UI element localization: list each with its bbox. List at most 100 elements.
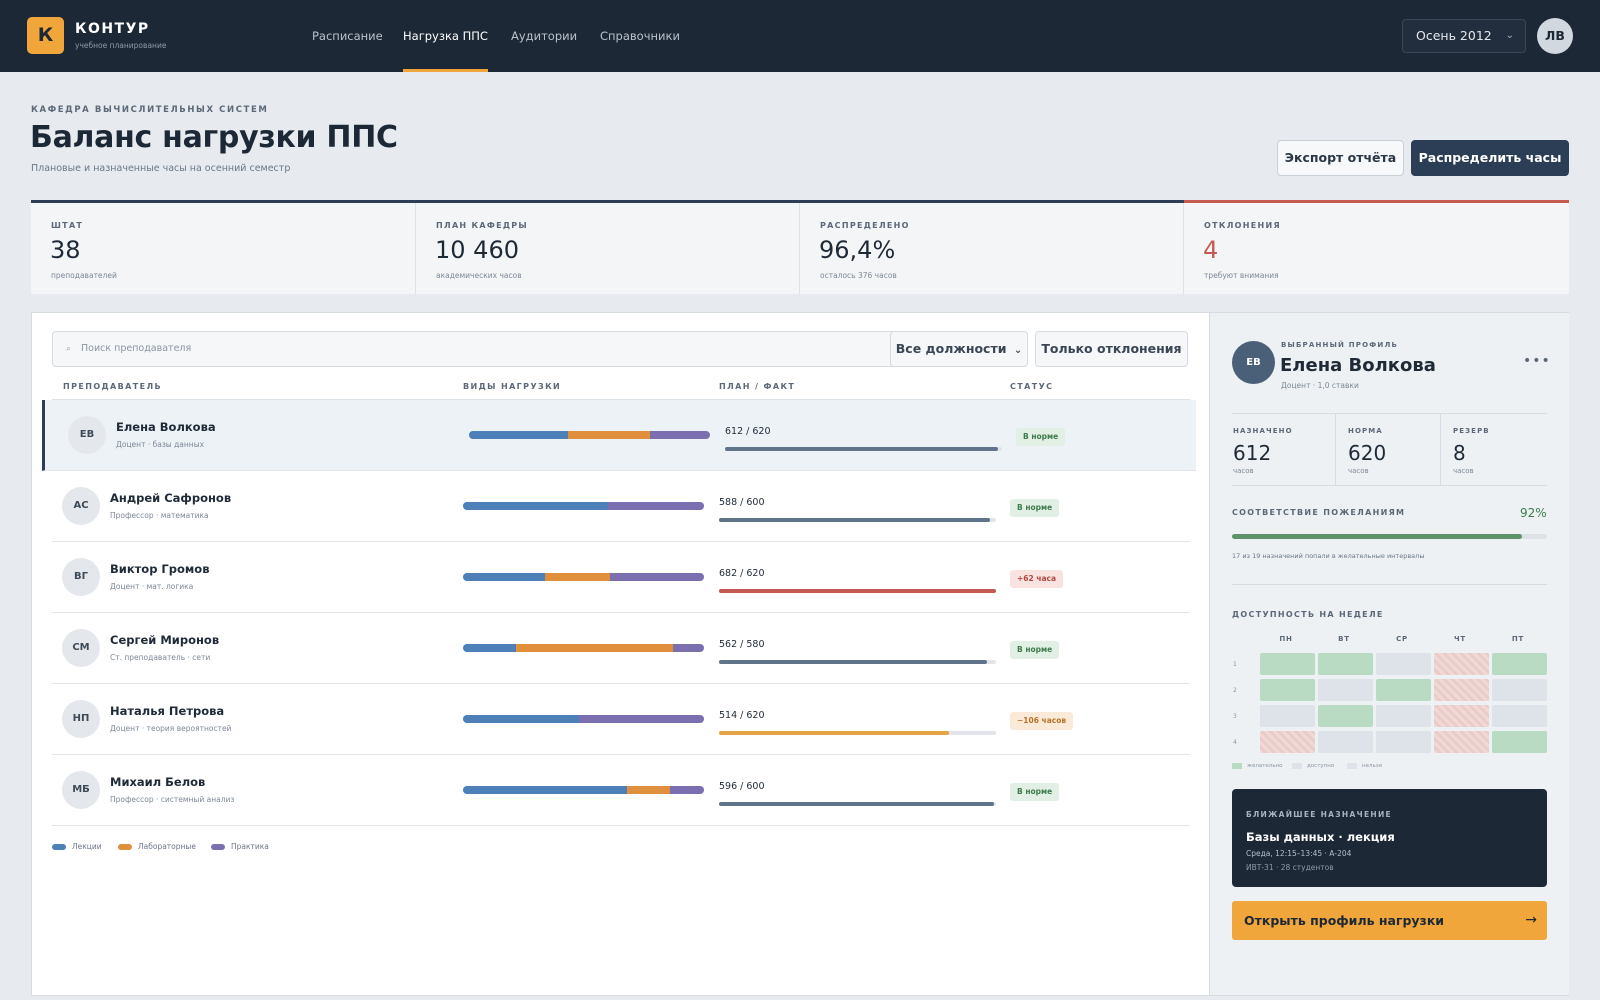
lab-segment [626,786,671,794]
teacher-role: Профессор · системный анализ [110,795,235,804]
plan-fact-fill [725,447,999,451]
stat-sub: часов [1233,467,1254,475]
practice-segment [672,644,704,652]
teacher-avatar: ЕВ [68,416,106,454]
preference-match-label: СООТВЕТСТВИЕ ПОЖЕЛАНИЯМ [1232,508,1406,517]
deviation-accent-line [1184,200,1569,203]
practice-swatch [211,843,225,850]
legend-label: Лекции [72,842,102,851]
unavailable-swatch [1347,763,1357,769]
next-assignment-group: ИВТ-31 · 28 студентов [1246,863,1334,872]
availability-cell-avail[interactable] [1376,653,1431,675]
slot-number: 1 [1233,661,1237,668]
kpi-sub: требуют внимания [1204,271,1279,280]
more-icon[interactable]: ••• [1523,353,1551,369]
app-logo[interactable]: К [27,17,64,54]
stat-value: 612 [1233,441,1272,465]
nav-workload[interactable]: Нагрузка ППС [403,0,488,72]
next-assignment-card: БЛИЖАЙШЕЕ НАЗНАЧЕНИЕ Базы данных · лекци… [1232,789,1547,887]
slot-number: 3 [1233,713,1237,720]
availability-cell-no[interactable] [1434,653,1489,675]
availability-cell-avail[interactable] [1260,705,1315,727]
open-workload-profile-label: Открыть профиль нагрузки [1244,913,1445,928]
distribute-hours-button[interactable]: Распределить часы [1411,140,1569,176]
position-filter-select[interactable]: Все должности ⌄ [890,331,1028,367]
teacher-avatar: АС [62,487,100,525]
stat-assigned: НАЗНАЧЕНО 612 часов [1232,414,1336,486]
slot-number: 4 [1233,739,1237,746]
kpi-row: ШТАТ 38 преподавателей ПЛАН КАФЕДРЫ 10 4… [31,200,1569,294]
kpi-staff: ШТАТ 38 преподавателей [31,203,416,294]
teacher-role: Доцент · теория вероятностей [110,724,232,733]
search-input[interactable]: ⌕ Поиск преподавателя [52,331,914,367]
teacher-name: Андрей Сафронов [110,491,232,505]
availability-cell-avail[interactable] [1318,731,1373,753]
plan-fact-value: 514 / 620 [719,710,765,721]
availability-cell-pref[interactable] [1260,653,1315,675]
legend-item-labs: Лабораторные [118,842,196,851]
app-subtitle: учебное планирование [75,41,167,50]
practice-segment [649,431,710,439]
table-row[interactable]: МБ Михаил Белов Профессор · системный анал… [52,755,1190,826]
open-workload-profile-button[interactable]: Открыть профиль нагрузки → [1232,901,1547,940]
availability-cell-pref[interactable] [1260,679,1315,701]
stat-sub: часов [1348,467,1369,475]
lecture-segment [469,431,568,439]
teacher-role: Ст. преподаватель · сети [110,653,211,662]
stat-label: НОРМА [1348,427,1383,435]
availability-cell-avail[interactable] [1492,705,1547,727]
column-header-load-types[interactable]: ВИДЫ НАГРУЗКИ [463,382,562,391]
table-row[interactable]: СМ Сергей Миронов Ст. преподаватель · сети… [52,613,1190,684]
availability-cell-pref[interactable] [1318,653,1373,675]
deviations-only-toggle[interactable]: Только отклонения [1035,331,1188,367]
plan-fact-fill [719,589,996,593]
lecture-segment [463,502,608,510]
lab-segment [567,431,650,439]
profile-role: Доцент · 1,0 ставки [1281,381,1359,390]
table-row[interactable]: АС Андрей Сафронов Профессор · математика 5… [52,471,1190,542]
kpi-plan: ПЛАН КАФЕДРЫ 10 460 академических часов [416,203,800,294]
weekday-header: ПН [1279,635,1293,643]
availability-cell-pref[interactable] [1492,731,1547,753]
legend-label: Практика [231,842,269,851]
weekday-header: СР [1396,635,1408,643]
table-row[interactable]: ВГ Виктор Громов Доцент · мат. логика 682 /… [52,542,1190,613]
next-assignment-title: Базы данных · лекция [1246,830,1395,844]
plan-fact-bar [719,731,996,735]
practice-segment [670,786,704,794]
availability-cell-no[interactable] [1434,731,1489,753]
availability-cell-no[interactable] [1434,705,1489,727]
kpi-deviations[interactable]: ОТКЛОНЕНИЯ 4 требуют внимания [1184,203,1569,294]
position-filter-label: Все должности [895,341,1007,356]
availability-cell-pref[interactable] [1376,679,1431,701]
column-header-plan-fact[interactable]: ПЛАН / ФАКТ [719,382,796,391]
user-avatar[interactable]: ЛВ [1537,18,1573,54]
availability-cell-pref[interactable] [1492,653,1547,675]
export-report-button[interactable]: Экспорт отчёта [1277,140,1404,176]
preference-match-note: 17 из 19 назначений попали в желательные… [1232,552,1425,560]
season-value: Осень 2012 [1416,28,1492,43]
availability-cell-avail[interactable] [1492,679,1547,701]
availability-cell-no[interactable] [1260,731,1315,753]
column-header-teacher[interactable]: ПРЕПОДАВАТЕЛЬ [63,382,162,391]
availability-cell-pref[interactable] [1318,705,1373,727]
nav-references[interactable]: Справочники [600,29,680,43]
table-row[interactable]: ЕВ Елена Волкова Доцент · базы данных 612 /… [42,400,1196,471]
teacher-name: Михаил Белов [110,775,206,789]
availability-cell-no[interactable] [1434,679,1489,701]
availability-cell-avail[interactable] [1318,679,1373,701]
nav-rooms[interactable]: Аудитории [511,29,578,43]
plan-fact-value: 588 / 600 [719,497,765,508]
season-select[interactable]: Осень 2012 ⌄ [1402,19,1526,53]
nav-schedule[interactable]: Расписание [312,29,383,43]
table-row[interactable]: НП Наталья Петрова Доцент · теория вероятн… [52,684,1190,755]
chevron-down-icon: ⌄ [1505,30,1514,41]
labs-swatch [118,843,132,850]
arrow-right-icon: → [1525,912,1537,928]
column-header-status[interactable]: СТАТУС [1010,382,1054,391]
availability-cell-avail[interactable] [1376,705,1431,727]
lecture-segment [463,644,517,652]
availability-cell-avail[interactable] [1376,731,1431,753]
weekday-header: ЧТ [1453,635,1467,643]
teacher-avatar: ВГ [62,558,100,596]
